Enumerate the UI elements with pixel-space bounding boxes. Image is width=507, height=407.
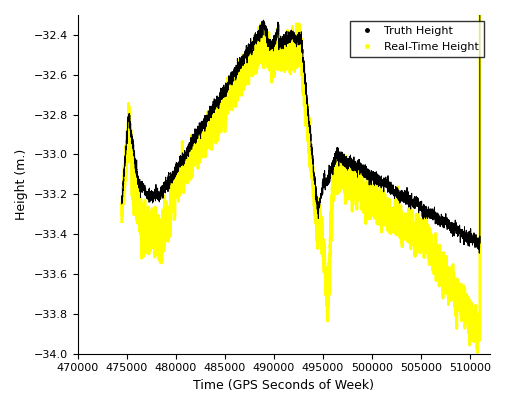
Y-axis label: Height (m.): Height (m.) xyxy=(15,149,28,220)
Legend: Truth Height, Real-Time Height: Truth Height, Real-Time Height xyxy=(350,21,484,57)
X-axis label: Time (GPS Seconds of Week): Time (GPS Seconds of Week) xyxy=(193,379,374,392)
